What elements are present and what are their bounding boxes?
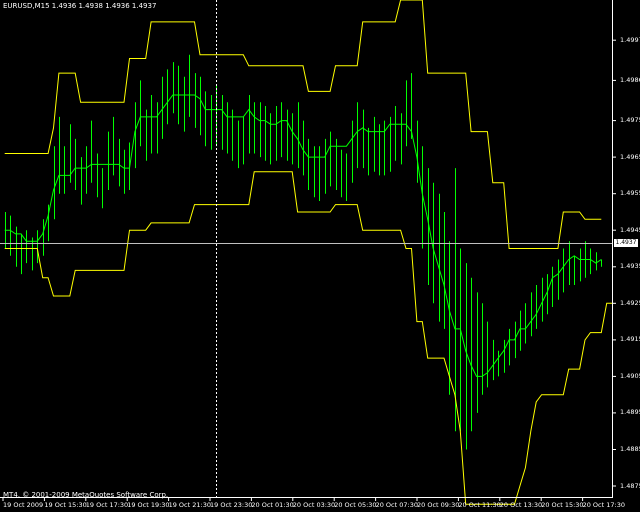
- price-tick-label: 1.4915: [620, 335, 640, 344]
- price-bars: [5, 54, 602, 450]
- price-tick-label: 1.4986: [620, 75, 640, 84]
- time-tick-label: 20 Oct 05:30: [334, 501, 377, 509]
- time-tick-label: 19 Oct 17:30: [85, 501, 129, 509]
- time-tick-label: 20 Oct 03:30: [292, 501, 336, 509]
- time-tick-label: 19 Oct 2009: [3, 501, 44, 509]
- time-tick-label: 19 Oct 21:30: [168, 501, 211, 509]
- price-tick-label: 1.4935: [620, 262, 640, 271]
- price-axis-ticks: [612, 39, 616, 487]
- price-tick-label: 1.4925: [620, 298, 640, 307]
- price-tick-label: 1.4885: [620, 444, 640, 453]
- copyright-text: MT4, © 2001-2009 MetaQuotes Software Cor…: [3, 491, 169, 499]
- price-tick-label: 1.4965: [620, 152, 640, 161]
- price-tick-label: 1.4997: [620, 35, 640, 44]
- current-price-tag: 1.4937: [614, 239, 638, 247]
- upper-envelope-line: [4, 0, 602, 249]
- time-axis-ticks: [2, 497, 584, 501]
- envelope-lines: [4, 0, 613, 505]
- price-tick-label: 1.4875: [620, 481, 640, 490]
- middle-average-line: [4, 94, 602, 377]
- time-tick-label: 20 Oct 17:30: [582, 501, 625, 509]
- price-tick-label: 1.4945: [620, 225, 640, 234]
- time-tick-label: 20 Oct 09:30: [417, 501, 460, 509]
- lower-envelope-line: [4, 171, 613, 505]
- time-tick-label: 19 Oct 23:30: [210, 501, 253, 509]
- time-tick-label: 20 Oct 15:30: [541, 501, 584, 509]
- time-tick-label: 19 Oct 19:30: [127, 501, 170, 509]
- time-tick-label: 20 Oct 07:30: [375, 501, 418, 509]
- time-tick-label: 20 Oct 13:30: [499, 501, 543, 509]
- time-tick-label: 19 Oct 15:30: [44, 501, 87, 509]
- time-tick-label: 20 Oct 11:30: [458, 501, 501, 509]
- price-tick-label: 1.4895: [620, 408, 640, 417]
- price-tick-label: 1.4905: [620, 371, 640, 380]
- symbol-info-text: EURUSD,M15 1.4936 1.4938 1.4936 1.4937: [3, 2, 157, 10]
- price-tick-label: 1.4975: [620, 116, 640, 125]
- time-tick-label: 20 Oct 01:30: [251, 501, 294, 509]
- price-tick-label: 1.4955: [620, 189, 640, 198]
